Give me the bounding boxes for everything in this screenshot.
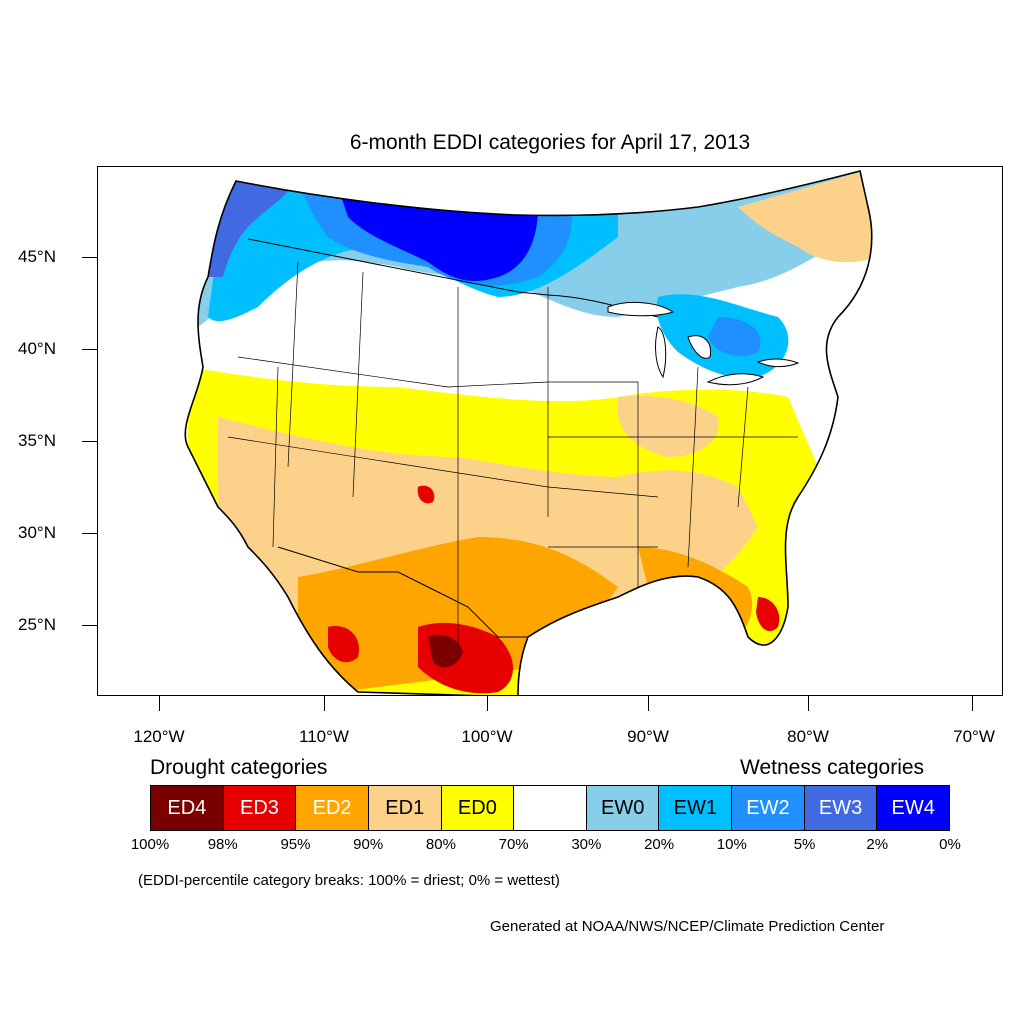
category-note: (EDDI-percentile category breaks: 100% =… — [138, 872, 560, 889]
lon-tick — [159, 696, 160, 711]
percent-break-label: 5% — [793, 836, 816, 853]
legend-cell-ew3: EW3 — [804, 786, 878, 830]
eddi-shading — [185, 171, 872, 695]
lat-tick — [82, 441, 97, 442]
legend-cell-ed4: ED4 — [151, 786, 224, 830]
lon-label-120: 120°W — [133, 727, 185, 746]
percent-break-label: 80% — [425, 836, 456, 853]
percent-break-label: 0% — [939, 836, 961, 853]
lat-label-30: 30°N — [18, 523, 56, 542]
legend-cell-ed0: ED0 — [441, 786, 515, 830]
lon-label-70: 70°W — [953, 727, 995, 746]
eddi-map — [97, 166, 1003, 696]
credit-line: Generated at NOAA/NWS/NCEP/Climate Predi… — [490, 918, 885, 935]
percent-break-label: 98% — [207, 836, 238, 853]
lat-label-40: 40°N — [18, 339, 56, 358]
legend-cell-ed1: ED1 — [368, 786, 442, 830]
drought-heading: Drought categories — [150, 756, 328, 779]
state-boundaries — [227, 261, 798, 647]
legend-cell-ed3: ED3 — [223, 786, 297, 830]
legend-cell-ew0: EW0 — [586, 786, 660, 830]
lon-tick — [972, 696, 973, 711]
legend-cell-ew4: EW4 — [877, 786, 950, 830]
conus-map-graphic — [184, 170, 873, 695]
lon-label-80: 80°W — [787, 727, 829, 746]
legend-cell-ew2: EW2 — [732, 786, 805, 830]
lat-label-25: 25°N — [18, 615, 56, 634]
percent-break-label: 70% — [498, 836, 529, 853]
percent-break-label: 100% — [130, 836, 170, 853]
lon-tick — [648, 696, 649, 711]
lat-label-35: 35°N — [18, 431, 56, 450]
lon-label-110: 110°W — [299, 727, 349, 746]
map-title: 6-month EDDI categories for April 17, 20… — [349, 131, 751, 154]
lat-tick — [82, 257, 97, 258]
lat-tick — [82, 625, 97, 626]
legend-cell-ew1: EW1 — [659, 786, 733, 830]
percent-break-label: 20% — [644, 836, 675, 853]
lon-tick — [487, 696, 488, 711]
legend-cell-ed2: ED2 — [296, 786, 369, 830]
mexico-border — [277, 546, 528, 638]
lat-tick — [82, 533, 97, 534]
lon-label-90: 90°W — [627, 727, 669, 746]
percent-break-label: 90% — [353, 836, 384, 853]
percent-break-label: 2% — [866, 836, 889, 853]
lat-label-45: 45°N — [18, 247, 56, 266]
lon-tick — [324, 696, 325, 711]
wetness-heading: Wetness categories — [740, 756, 925, 779]
lat-tick — [82, 349, 97, 350]
percent-break-label: 10% — [716, 836, 747, 853]
category-legend-bar: ED4 ED3 ED2 ED1 ED0 EW0 EW1 EW2 EW3 EW4 — [150, 785, 950, 831]
coastline — [184, 170, 873, 695]
lon-label-100: 100°W — [461, 727, 513, 746]
legend-cell-normal — [514, 786, 587, 830]
lon-tick — [808, 696, 809, 711]
percent-break-label: 30% — [571, 836, 602, 853]
great-lakes — [607, 302, 800, 386]
percent-break-label: 95% — [280, 836, 311, 853]
